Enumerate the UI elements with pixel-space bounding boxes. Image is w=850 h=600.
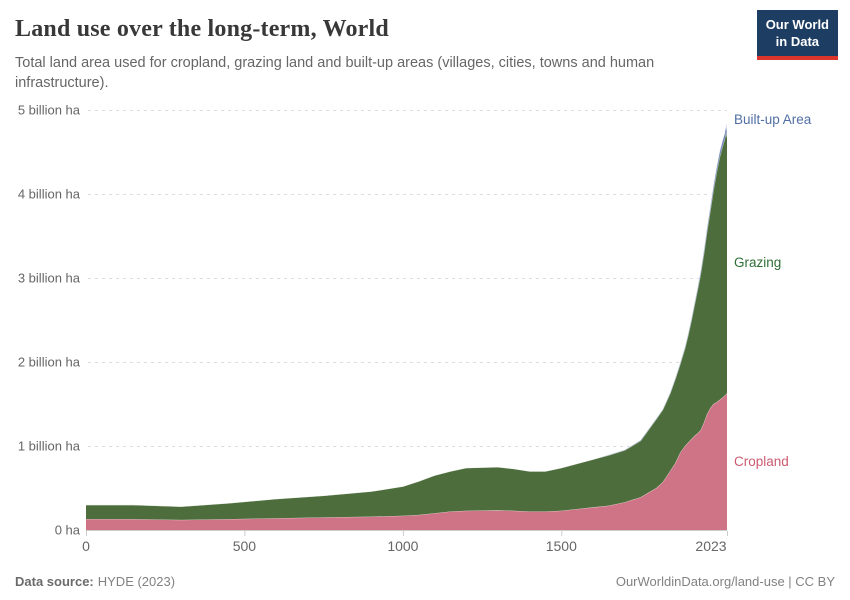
data-source: Data source: HYDE (2023) [15, 574, 175, 589]
x-axis-label: 0 [82, 538, 90, 554]
y-axis-label: 2 billion ha [18, 355, 81, 370]
owid-logo[interactable]: Our World in Data [756, 10, 838, 60]
series-label-built-up-area: Built-up Area [734, 112, 812, 128]
x-axis-label: 1000 [387, 538, 418, 554]
area-cropland [86, 393, 727, 530]
chart-footer: Data source: HYDE (2023) OurWorldinData.o… [15, 574, 835, 589]
area-grazing [86, 129, 727, 520]
series-label-grazing: Grazing [734, 254, 782, 270]
owid-logo-line2: in Data [775, 33, 820, 49]
chart-title: Land use over the long-term, World [15, 16, 389, 42]
chart-header: Land use over the long-term, World Total… [15, 10, 838, 93]
footer-link[interactable]: OurWorldinData.org/land-use | CC BY [615, 574, 835, 589]
y-axis-label: 0 ha [55, 523, 81, 538]
x-axis-label: 500 [233, 538, 257, 554]
x-axis-label: 2023 [695, 538, 726, 554]
title-block: Land use over the long-term, World Total… [15, 10, 757, 93]
y-axis-label: 4 billion ha [18, 187, 81, 202]
area-top-line-builtup [86, 122, 728, 507]
x-axis: 0 500 1000 1500 2023 [82, 530, 728, 554]
owid-logo-line1: Our World [765, 17, 829, 32]
data-source-value: HYDE (2023) [97, 574, 176, 589]
y-axis: 0 ha 1 billion ha 2 billion ha 3 billion ha… [18, 103, 727, 538]
x-axis-label: 1500 [546, 538, 577, 554]
data-source-label: Data source: [15, 574, 94, 589]
y-axis-label: 1 billion ha [18, 439, 81, 454]
y-axis-label: 5 billion ha [18, 103, 81, 118]
chart-subtitle: Total land area used for cropland, grazi… [15, 55, 655, 91]
y-axis-label: 3 billion ha [18, 271, 81, 286]
series-label-cropland: Cropland [734, 453, 789, 469]
stacked-areas [86, 122, 728, 530]
